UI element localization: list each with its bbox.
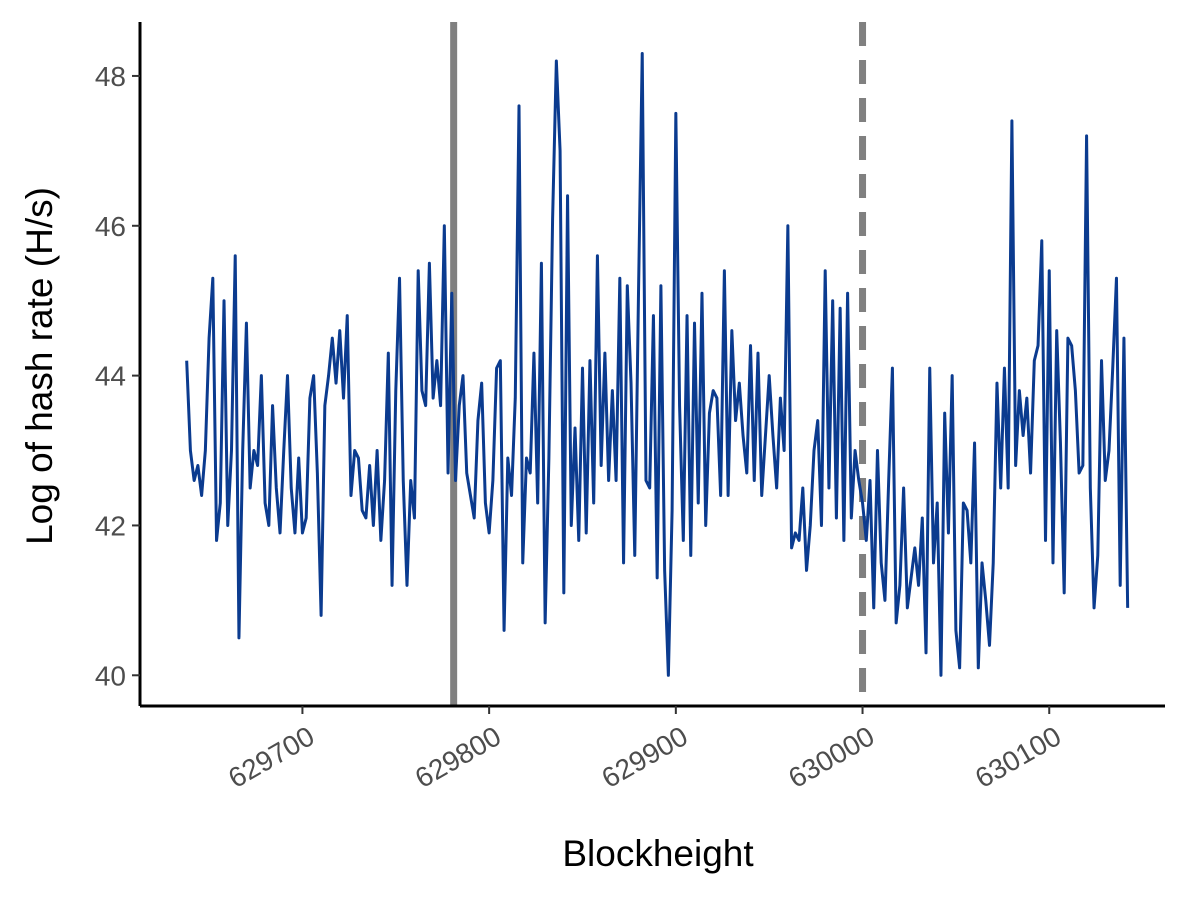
y-tick-label: 44 bbox=[95, 361, 126, 392]
y-axis-label: Log of hash rate (H/s) bbox=[19, 187, 60, 545]
x-tick-label: 629900 bbox=[596, 720, 692, 794]
y-tick-label: 42 bbox=[95, 510, 126, 541]
y-tick-label: 46 bbox=[95, 211, 126, 242]
y-tick-label: 48 bbox=[95, 61, 126, 92]
x-tick-label: 629800 bbox=[410, 720, 506, 794]
y-tick-label: 40 bbox=[95, 660, 126, 691]
x-tick-label: 629700 bbox=[223, 720, 319, 794]
x-axis-label: Blockheight bbox=[562, 833, 754, 874]
x-tick-label: 630100 bbox=[970, 720, 1066, 794]
x-tick-label: 630000 bbox=[783, 720, 879, 794]
data-line bbox=[185, 51, 1130, 677]
